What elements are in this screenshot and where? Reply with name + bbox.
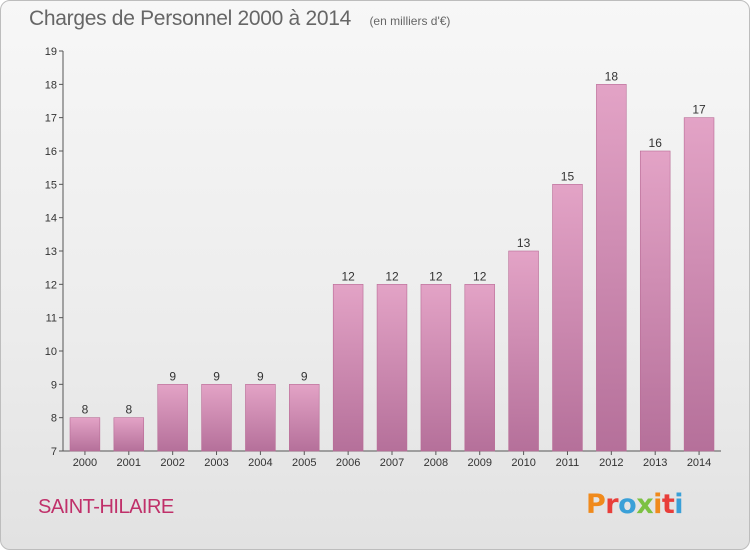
bar-2011 xyxy=(552,184,583,452)
x-tick-label-2005: 2005 xyxy=(292,457,316,469)
y-tick-label: 7 xyxy=(51,446,57,458)
y-tick-label: 16 xyxy=(45,146,57,158)
y-tick-label: 12 xyxy=(45,279,57,291)
x-tick-label-2001: 2001 xyxy=(117,457,141,469)
x-tick-label-2008: 2008 xyxy=(424,457,448,469)
value-label-2013: 16 xyxy=(649,136,663,150)
value-label-2014: 17 xyxy=(692,103,706,117)
value-label-2008: 12 xyxy=(429,269,443,283)
chart-title: Charges de Personnel 2000 à 2014 xyxy=(29,7,351,30)
x-tick-label-2002: 2002 xyxy=(160,457,184,469)
value-label-2009: 12 xyxy=(473,269,487,283)
bar-2009 xyxy=(464,284,495,452)
value-label-2012: 18 xyxy=(605,69,619,83)
x-tick-label-2010: 2010 xyxy=(511,457,535,469)
bar-2004 xyxy=(245,384,276,452)
y-tick-label: 11 xyxy=(46,313,57,325)
bar-2002 xyxy=(157,384,188,452)
bar-2003 xyxy=(201,384,232,452)
chart-bars: 8 8 9 9 9 9 12 12 12 12 13 15 18 16 17 xyxy=(69,69,715,452)
bar-2008 xyxy=(420,284,452,452)
y-tick-label: 8 xyxy=(51,413,57,425)
logo-letter: o xyxy=(618,489,637,520)
x-tick-label-2003: 2003 xyxy=(204,457,228,469)
x-tick-label-2007: 2007 xyxy=(380,457,404,469)
x-tick-label-2009: 2009 xyxy=(467,457,491,469)
y-tick-label: 14 xyxy=(45,213,57,225)
value-label-2004: 9 xyxy=(257,369,264,383)
value-label-2000: 8 xyxy=(82,403,89,417)
bar-2001 xyxy=(113,417,145,452)
value-label-2007: 12 xyxy=(385,269,399,283)
value-label-2010: 13 xyxy=(517,236,531,250)
value-label-2005: 9 xyxy=(301,369,308,383)
logo-letter: i xyxy=(653,489,662,520)
bar-2014 xyxy=(683,117,715,452)
value-label-2001: 8 xyxy=(125,403,132,417)
x-tick-label-2000: 2000 xyxy=(73,457,97,469)
bar-2007 xyxy=(376,284,408,452)
logo-letter: P xyxy=(586,489,606,520)
bar-2000 xyxy=(69,417,101,452)
y-tick-label: 15 xyxy=(45,179,57,191)
y-tick-label: 10 xyxy=(45,346,57,358)
title-row: Charges de Personnel 2000 à 2014 (en mil… xyxy=(29,7,450,31)
x-tick-label-2011: 2011 xyxy=(556,457,580,469)
logo-letter: r xyxy=(605,489,619,520)
chart-subtitle: (en milliers d'€) xyxy=(369,14,451,28)
x-tick-label-2012: 2012 xyxy=(599,457,623,469)
logo-letter: x xyxy=(636,489,654,520)
y-tick-label: 13 xyxy=(45,246,57,258)
y-tick-label: 18 xyxy=(45,79,57,91)
x-tick-label-2006: 2006 xyxy=(336,457,360,469)
city-name: SAINT-HILAIRE xyxy=(38,496,174,518)
bar-2010 xyxy=(508,250,539,452)
value-label-2002: 9 xyxy=(169,369,176,383)
bar-2005 xyxy=(289,384,320,452)
proxiti-logo[interactable]: Proxiti xyxy=(586,489,684,520)
y-tick-label: 17 xyxy=(45,113,57,125)
value-label-2006: 12 xyxy=(341,269,355,283)
x-tick-label-2004: 2004 xyxy=(248,457,272,469)
x-tick-label-2014: 2014 xyxy=(687,457,711,469)
y-tick-label: 9 xyxy=(51,379,57,391)
logo-letter: t xyxy=(661,489,675,520)
value-label-2011: 15 xyxy=(561,169,575,183)
value-label-2003: 9 xyxy=(213,369,220,383)
bar-2013 xyxy=(639,150,671,452)
x-tick-label-2013: 2013 xyxy=(643,457,667,469)
bar-2012 xyxy=(596,84,627,452)
y-tick-label: 19 xyxy=(45,46,57,58)
bar-2006 xyxy=(332,284,364,452)
logo-letter: i xyxy=(674,489,684,520)
